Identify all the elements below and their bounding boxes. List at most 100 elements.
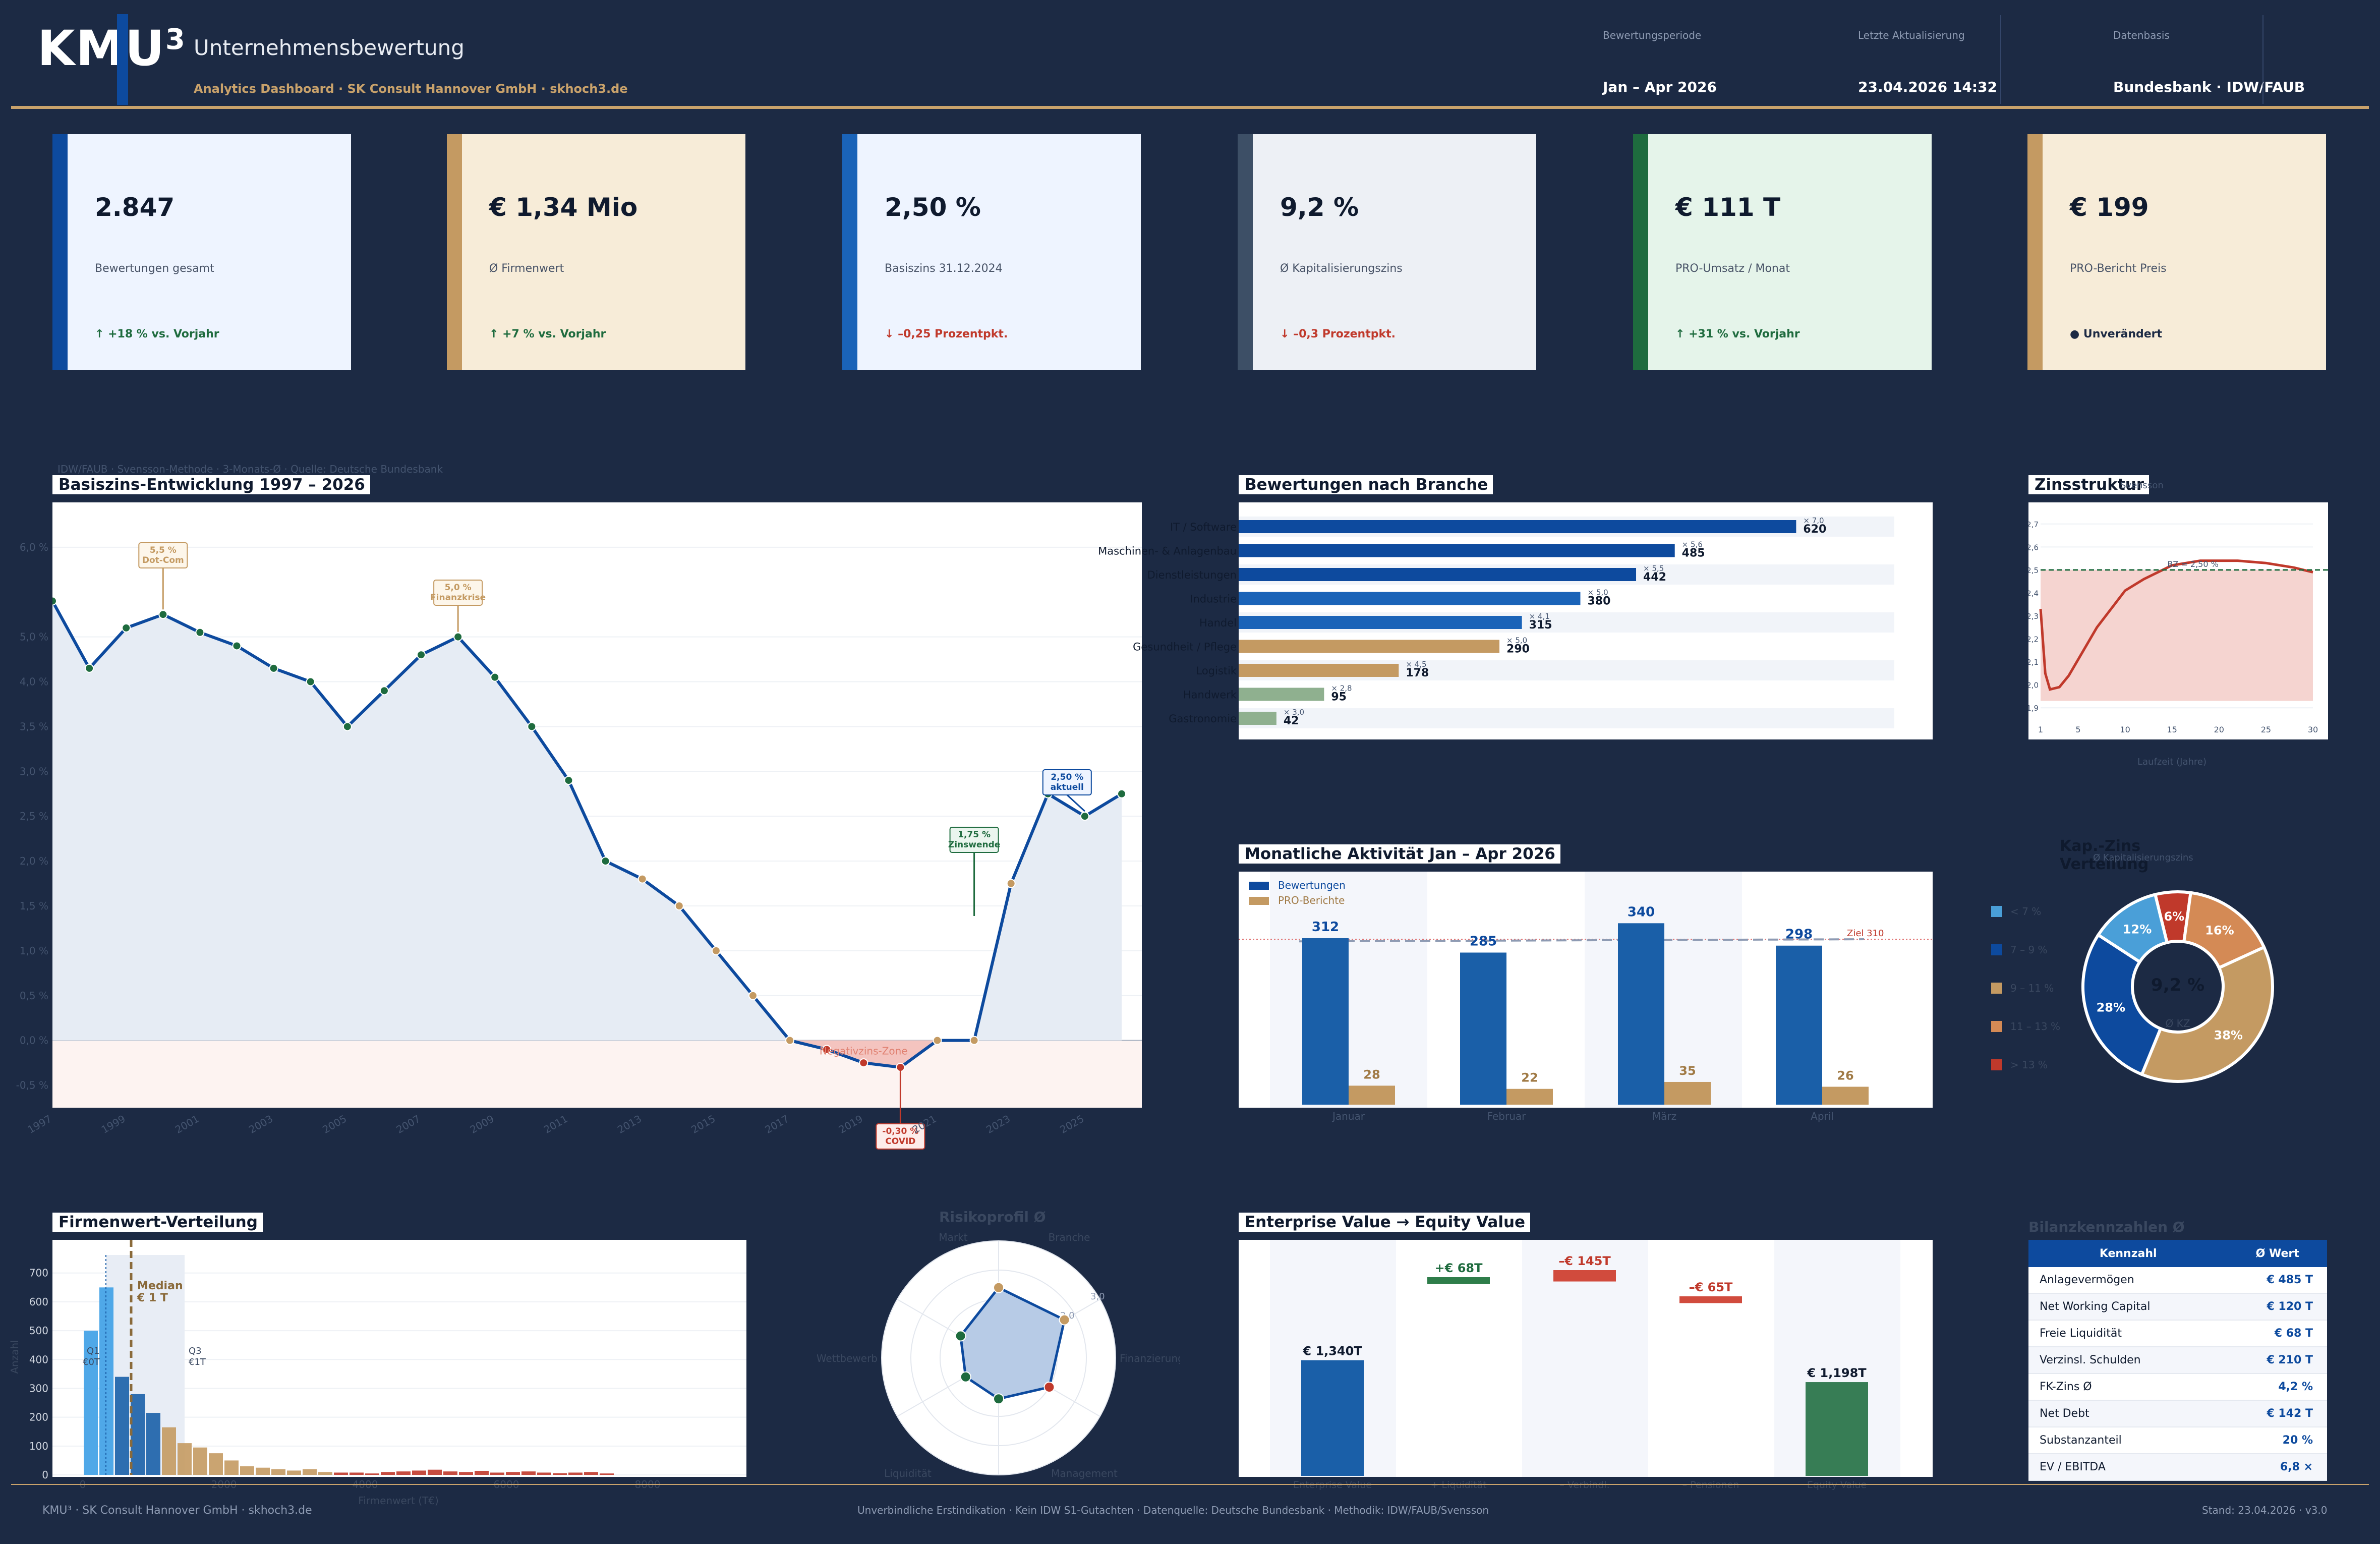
bar-value: 178 — [1406, 667, 1429, 679]
data-point — [306, 677, 315, 687]
y-tick-label: 2,5 — [2028, 566, 2039, 575]
y-tick-label: 0,5 % — [20, 990, 48, 1002]
trend-line — [1299, 938, 1865, 943]
bar-pro — [1822, 1086, 1869, 1105]
meta-source-label: Datenbasis — [2113, 29, 2170, 41]
data-point — [527, 722, 537, 731]
bar-pro — [1506, 1089, 1553, 1105]
kpi-card: € 1,34 Mio Ø Firmenwert ↑ +7 % vs. Vorja… — [447, 134, 745, 370]
y-tick-label: 700 — [29, 1267, 48, 1279]
x-tick-label: 25 — [2261, 725, 2271, 734]
histogram-bar — [396, 1471, 411, 1475]
monat-panel: Bewertungen PRO-Berichte Ziel 310 312 28 285 2… — [1239, 872, 1933, 1108]
histogram-bar — [271, 1469, 285, 1475]
meta-updated-value: 23.04.2026 14:32 — [1858, 79, 1998, 95]
logo-text: KMU — [37, 20, 165, 77]
wert-cell: € 142 T — [2228, 1400, 2327, 1427]
waterfall-bar — [1427, 1277, 1490, 1284]
monat-title: Monatliche Aktivität Jan – Apr 2026 — [1239, 844, 1560, 864]
radar-axis-label: Branche — [1049, 1231, 1090, 1243]
radar-point — [955, 1330, 966, 1342]
annotation-value: 5,5 % — [150, 545, 177, 555]
x-tick-label: 2013 — [615, 1113, 644, 1136]
kpi-value: € 199 — [2070, 193, 2149, 222]
bar-value: 312 — [1312, 920, 1339, 935]
y-tick-label: 1,5 % — [20, 900, 48, 912]
radar-axis-label: Liquidität — [884, 1467, 932, 1479]
radar-title: Risikoprofil Ø — [939, 1209, 1046, 1225]
y-tick-label: 3,5 % — [20, 720, 48, 732]
radar-point — [993, 1282, 1004, 1293]
radar-point — [1059, 1314, 1070, 1326]
radar-axis-label: Wettbewerb — [817, 1352, 878, 1364]
kpi-card: 2.847 Bewertungen gesamt ↑ +18 % vs. Vor… — [52, 134, 351, 370]
data-point — [969, 1036, 979, 1045]
category-label: – Pensionen — [1682, 1479, 1739, 1491]
table-row: Net Working Capital € 120 T — [2028, 1293, 2327, 1321]
bar — [1239, 688, 1324, 701]
kpi-accent-strip — [2027, 134, 2043, 370]
histogram-bar — [537, 1472, 551, 1475]
bar-value: 315 — [1529, 619, 1552, 632]
footer-rule — [11, 1484, 2369, 1485]
kpi-card: € 199 PRO-Bericht Preis ● Unverändert — [2027, 134, 2326, 370]
bar — [1239, 640, 1500, 653]
data-point — [748, 991, 758, 1000]
ev-panel: € 1,340T +€ 68T –€ 145T –€ 65T € 1,198T — [1239, 1240, 1933, 1477]
bar-value: 22 — [1521, 1071, 1538, 1085]
kapzins-subtitle: Ø Kapitalisierungszins — [2093, 852, 2193, 863]
data-point — [1080, 812, 1089, 821]
y-tick-label: 0,0 % — [20, 1035, 48, 1047]
legend-swatch — [1991, 944, 2002, 955]
data-point — [417, 650, 426, 660]
zins-curve — [2039, 559, 2313, 691]
y-tick-label: 1,0 % — [20, 945, 48, 957]
bar-bewertungen — [1618, 923, 1664, 1105]
y-tick-label: 6,0 % — [20, 541, 48, 553]
bar-multiple: × 3,0 — [1284, 708, 1304, 717]
kpi-card: € 111 T PRO-Umsatz / Monat ↑ +31 % vs. V… — [1633, 134, 1932, 370]
bar-value: 485 — [1682, 547, 1705, 560]
bilanz-title: Bilanzkennzahlen Ø — [2028, 1219, 2185, 1235]
waterfall-bar — [1301, 1360, 1364, 1476]
footer-left: KMU³ · SK Consult Hannover GmbH · skhoch… — [42, 1504, 312, 1517]
bar-multiple: × 5,6 — [1682, 540, 1703, 549]
x-tick-label: 2023 — [984, 1113, 1012, 1136]
y-axis-label: Anzahl — [9, 1340, 21, 1374]
basiszins-note: IDW/FAUB · Svensson-Methode · 3-Monats-Ø… — [57, 463, 443, 475]
y-tick-label: 3,0 % — [20, 765, 48, 777]
category-label: – Verbindl. — [1559, 1479, 1609, 1491]
histogram-bar — [521, 1471, 536, 1475]
kpi-value: € 1,34 Mio — [489, 193, 638, 222]
legend-label: 7 – 9 % — [2010, 944, 2048, 956]
bar-multiple: × 7,0 — [1803, 516, 1824, 525]
histogram-bar — [350, 1472, 364, 1475]
data-point — [158, 610, 168, 619]
bar-value: 340 — [1628, 904, 1655, 920]
q1-value: €0T — [83, 1357, 100, 1367]
kpi-label: Ø Firmenwert — [489, 262, 564, 275]
slice-label: 28% — [2097, 1000, 2125, 1014]
legend-label: 9 – 11 % — [2010, 982, 2054, 994]
annotation-value: 5,0 % — [445, 583, 472, 593]
basiszins-area — [52, 601, 1122, 1067]
annotation-label: aktuell — [1051, 782, 1084, 792]
ev-waterfall-chart: € 1,340T +€ 68T –€ 145T –€ 65T € 1,198T — [1270, 1240, 1900, 1477]
bilanz-header-kennzahl: Kennzahl — [2028, 1240, 2228, 1267]
histogram-bar — [84, 1331, 98, 1475]
data-point — [232, 641, 242, 651]
data-point — [933, 1036, 942, 1045]
x-tick-label: 1 — [2038, 725, 2043, 734]
waterfall-label: –€ 65T — [1689, 1280, 1733, 1294]
annotation-value: 2,50 % — [1051, 772, 1083, 782]
legend-label: > 13 % — [2010, 1059, 2048, 1071]
histogram-bar — [287, 1470, 301, 1475]
firmenwert-title: Firmenwert-Verteilung — [52, 1213, 263, 1232]
histogram-bar — [365, 1473, 379, 1475]
kpi-delta: ↑ +18 % vs. Vorjahr — [95, 328, 219, 340]
y-tick-label: 2,2 — [2028, 635, 2039, 644]
x-tick-label: Januar — [1331, 1110, 1365, 1122]
meta-period-label: Bewertungsperiode — [1603, 29, 1702, 41]
histogram-bar — [131, 1394, 145, 1475]
zinsstruktur-chart: 1,92,02,12,22,32,42,52,62,7BZ = 2,50 %1 5… — [2026, 520, 2328, 734]
